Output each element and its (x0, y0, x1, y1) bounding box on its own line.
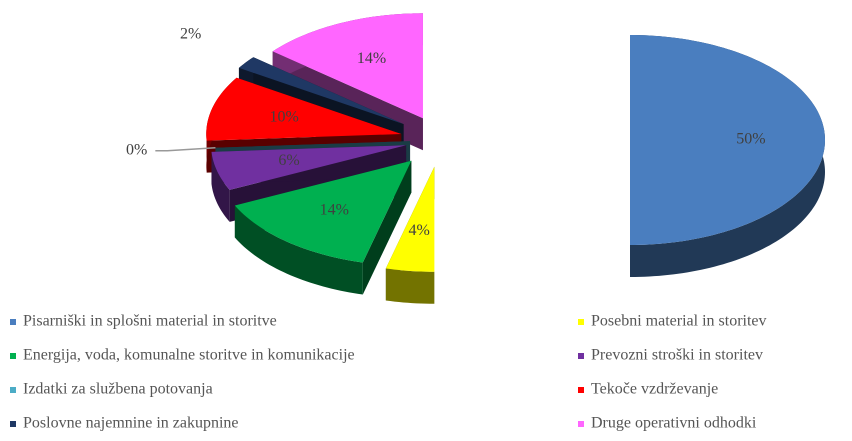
legend-label: Izdatki za službena potovanja (23, 381, 213, 398)
legend-marker (578, 353, 584, 359)
leader-line (155, 146, 216, 152)
data-label: 4% (409, 222, 430, 239)
data-label: 10% (269, 109, 298, 126)
legend-label: Energija, voda, komunalne storitve in ko… (23, 347, 355, 364)
slice: 14% (234, 160, 412, 295)
slice-wall (211, 151, 230, 222)
legend-marker (578, 319, 584, 325)
legend-label: Tekoče vzdrževanje (591, 381, 718, 398)
slice-top (206, 77, 402, 141)
legend-label: Prevozni stroški in storitev (591, 347, 763, 364)
legend-marker (10, 421, 16, 427)
legend-marker (10, 387, 16, 393)
data-label: 14% (357, 50, 386, 67)
legend-label: Pisarniški in splošni material in storit… (23, 313, 277, 330)
slice-wall (234, 205, 363, 295)
data-label: 0% (126, 141, 147, 158)
slice-top (272, 13, 423, 119)
slice-top (385, 166, 435, 272)
slice-top (211, 145, 407, 190)
data-label: 2% (180, 25, 201, 42)
data-label: 50% (736, 131, 765, 148)
slice: 4% (385, 166, 435, 304)
slice-wall (385, 268, 435, 304)
legend-marker (10, 353, 16, 359)
data-label: 6% (278, 152, 299, 169)
legend-label: Druge operativni odhodki (591, 415, 757, 432)
slice-top (238, 57, 404, 125)
slice-top (630, 35, 825, 245)
legend-marker (578, 421, 584, 427)
legend-marker (578, 387, 584, 393)
legend-marker (10, 319, 16, 325)
slice: 50% (630, 35, 825, 277)
slice-top (234, 160, 412, 263)
legend-label: Poslovne najemnine in zakupnine (23, 415, 239, 432)
legend-label: Posebni material in storitev (591, 313, 767, 330)
data-label: 14% (320, 202, 349, 219)
